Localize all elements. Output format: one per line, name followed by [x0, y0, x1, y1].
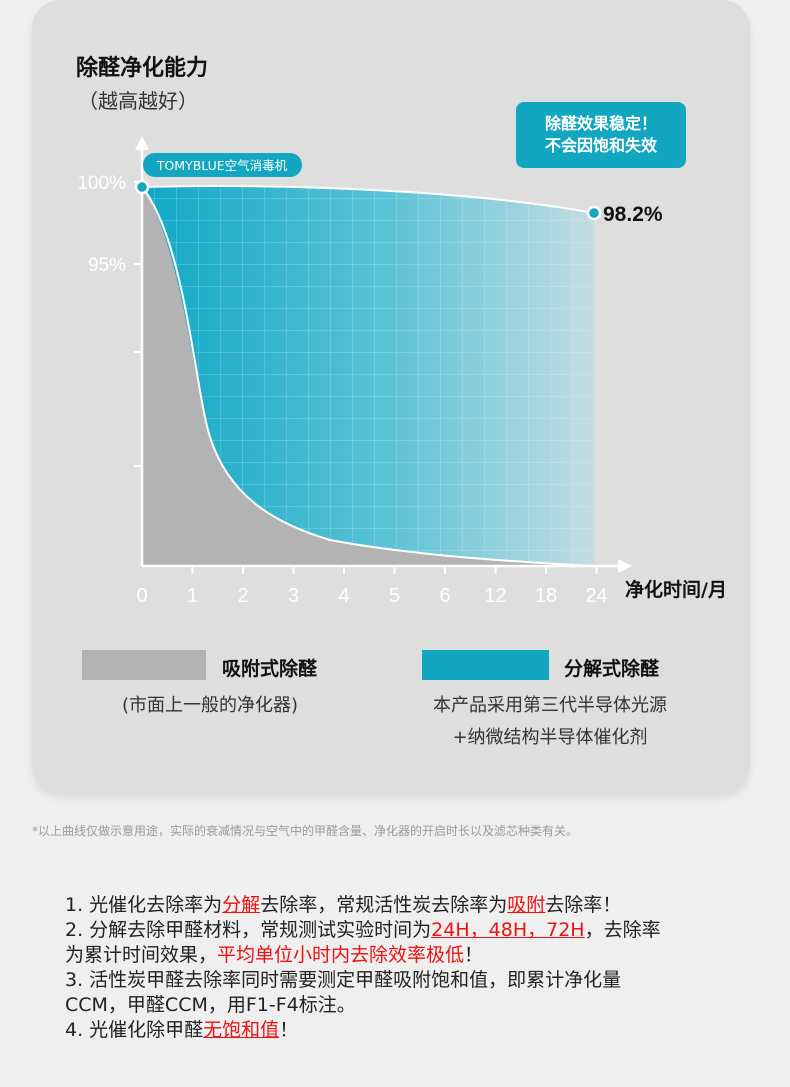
chart-subtitle: （越高越好） — [78, 89, 198, 113]
note-text: CCM，甲醛CCM，用F1-F4标注。 — [65, 994, 356, 1016]
legend-note-adsorb: (市面上一般的净化器) — [90, 690, 330, 722]
note-highlight: 分解 — [222, 894, 261, 916]
x-tick-label: 24 — [585, 585, 607, 607]
legend-note-decompose: 本产品采用第三代半导体光源 +纳微结构半导体催化剂 — [380, 690, 720, 754]
note-text: 去除率，常规活性炭去除率为 — [260, 894, 508, 916]
y-tick-label: 95% — [88, 255, 126, 276]
note-line: CCM，甲醛CCM，用F1-F4标注。 — [65, 993, 661, 1018]
x-axis-label: 净化时间/月 — [625, 578, 727, 601]
x-tick-label: 4 — [338, 585, 349, 607]
note-text: ，去除率 — [584, 919, 661, 941]
series-end-label: 98.2% — [603, 203, 663, 226]
series-start-point — [134, 179, 150, 195]
legend-note-adsorb-line: (市面上一般的净化器) — [121, 695, 299, 716]
legend-label-adsorb: 吸附式除醛 — [222, 658, 318, 680]
note-line: 4. 光催化除甲醛无饱和值！ — [65, 1018, 661, 1043]
note-line: 1. 光催化去除率为分解去除率，常规活性炭去除率为吸附去除率！ — [65, 893, 661, 918]
callout-box: 除醛效果稳定！ 不会因饱和失效 — [516, 102, 686, 168]
note-line: 为累计时间效果，平均单位小时内去除效率极低！ — [65, 943, 661, 968]
series-adsorb-area — [142, 187, 594, 566]
note-text: 为累计时间效果， — [65, 944, 218, 966]
callout-line-2: 不会因饱和失效 — [544, 136, 657, 155]
note-text: 3. 活性炭甲醛去除率同时需要测定甲醛吸附饱和值，即累计净化量 — [65, 969, 622, 991]
x-tick-label: 5 — [389, 585, 400, 607]
chart-title: 除醛净化能力 — [76, 56, 209, 81]
legend-note-decompose-line-1: 本产品采用第三代半导体光源 — [433, 695, 667, 716]
start-tag-label: TOMYBLUE空气消毒机 — [156, 158, 288, 173]
note-text: 去除率！ — [545, 894, 622, 916]
x-tick-label: 2 — [237, 585, 248, 607]
series-end-point — [586, 205, 602, 221]
series-adsorb-line — [141, 186, 595, 567]
note-line: 2. 分解去除甲醛材料，常规测试实验时间为24H，48H，72H，去除率 — [65, 918, 661, 943]
x-tick-label: 1 — [187, 585, 198, 607]
x-tick-label: 3 — [288, 585, 299, 607]
note-highlight: 吸附 — [507, 894, 546, 916]
note-text: ！ — [464, 944, 484, 966]
series-decompose-line — [141, 185, 595, 214]
legend-note-decompose-line-2: +纳微结构半导体催化剂 — [452, 727, 648, 748]
start-tag-pill — [143, 153, 302, 177]
note-text: 2. 分解去除甲醛材料，常规测试实验时间为 — [65, 919, 432, 941]
y-tick-label: 100% — [77, 173, 126, 194]
note-highlight: 平均单位小时内去除效率极低 — [217, 944, 465, 966]
note-highlight: 24H，48H，72H — [431, 919, 585, 941]
x-tick-label: 6 — [439, 585, 450, 607]
legend-swatch-adsorb — [82, 650, 206, 680]
note-text: 1. 光催化去除率为 — [65, 894, 223, 916]
legend-label-decompose: 分解式除醛 — [564, 658, 660, 680]
note-highlight: 无饱和值 — [203, 1019, 280, 1041]
x-axis-arrow — [618, 559, 632, 573]
note-text: 4. 光催化除甲醛 — [65, 1019, 204, 1041]
callout-line-1: 除醛效果稳定！ — [544, 114, 657, 133]
footnote: *以上曲线仅做示意用途，实际的衰减情况与空气中的甲醛含量、净化器的开启时长以及滤… — [32, 824, 579, 838]
y-axis-arrow — [135, 136, 149, 150]
x-tick-label: 0 — [136, 585, 147, 607]
note-line: 3. 活性炭甲醛去除率同时需要测定甲醛吸附饱和值，即累计净化量 — [65, 968, 661, 993]
legend-swatch-decompose — [422, 650, 549, 680]
note-text: ！ — [279, 1019, 299, 1041]
chart-svg: 100%95%0 1 2 3 4 5 6 12 18 24 净化时间/月98.2%TOMYBLUE空… — [77, 136, 727, 607]
x-tick-label: 12 — [484, 585, 506, 607]
notes-list: 1. 光催化去除率为分解去除率，常规活性炭去除率为吸附去除率！ 2. 分解去除甲醛… — [65, 893, 661, 1043]
x-tick-label: 18 — [535, 585, 557, 607]
